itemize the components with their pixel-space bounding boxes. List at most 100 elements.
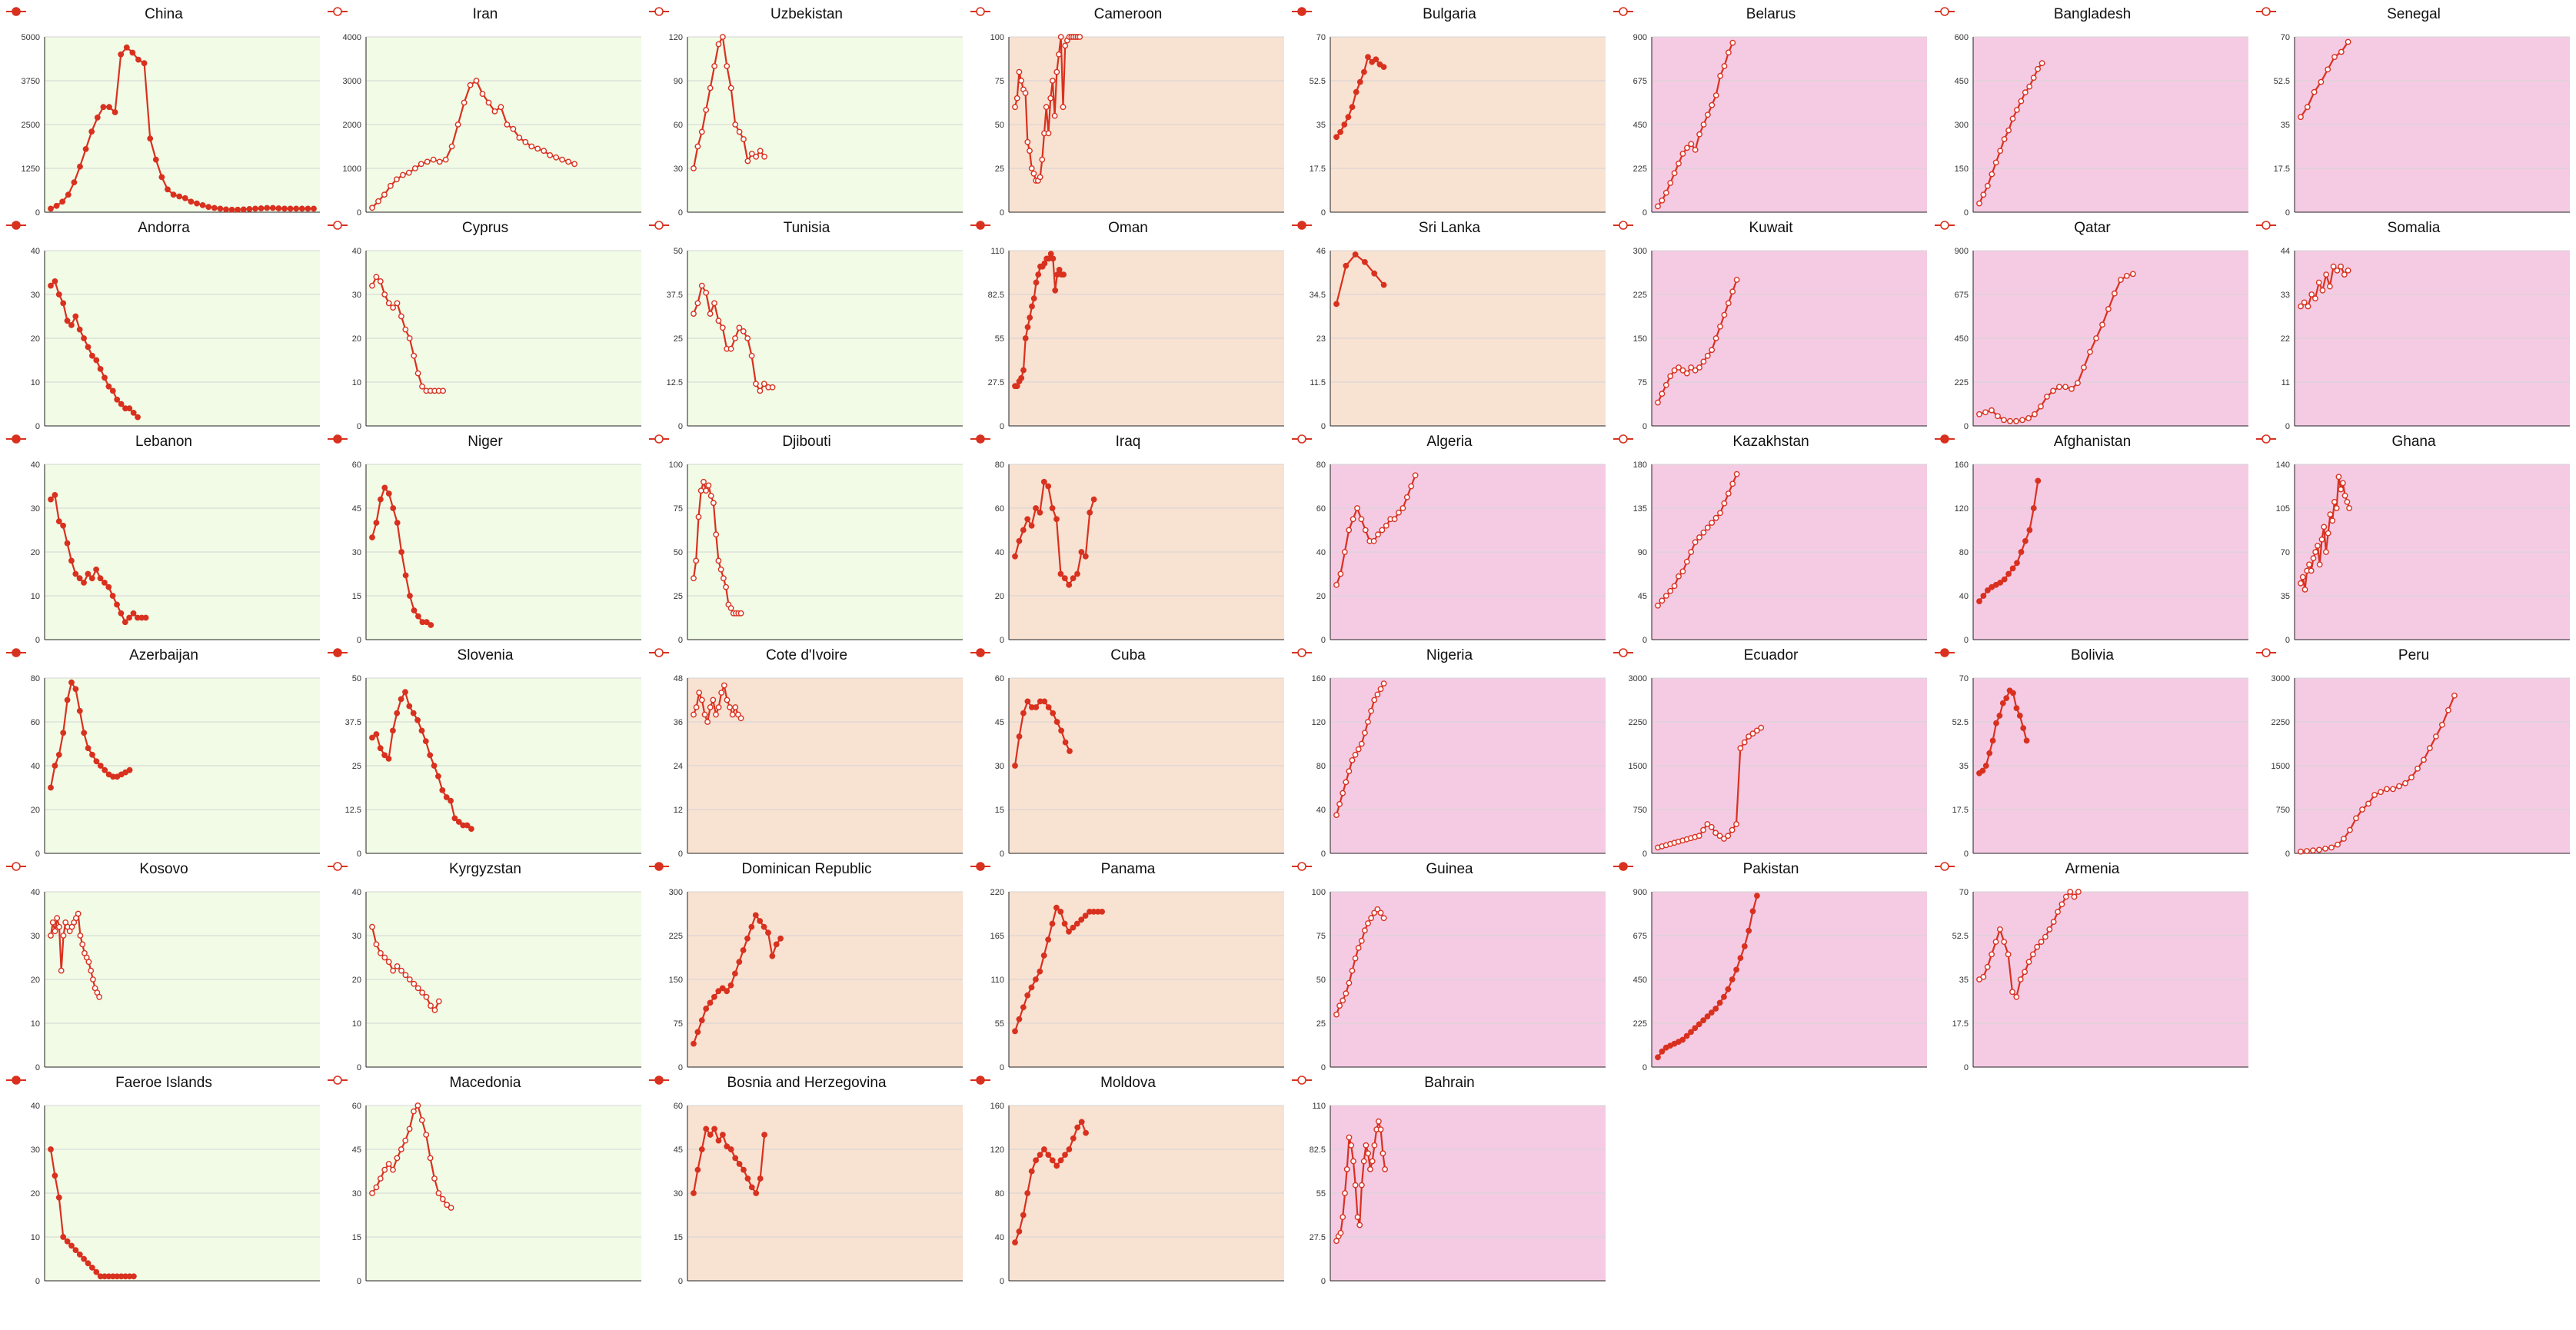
data-point	[1066, 1146, 1073, 1152]
data-point	[1377, 909, 1384, 916]
data-point	[1346, 1134, 1353, 1141]
y-tick-label: 15	[352, 592, 361, 601]
y-tick-label: 36	[674, 718, 683, 727]
chart-title-text: Qatar	[2074, 220, 2111, 236]
data-point	[423, 619, 430, 626]
data-point	[55, 291, 62, 298]
data-point	[1362, 730, 1368, 736]
data-point	[757, 387, 764, 394]
data-point	[1720, 836, 1727, 842]
data-point	[424, 158, 431, 165]
legend-marker-icon	[970, 862, 990, 871]
data-point	[2318, 78, 2325, 85]
data-point	[2371, 792, 2378, 798]
chart-title: Tunisia	[649, 220, 964, 241]
data-point	[2310, 847, 2316, 854]
chart-title: Peru	[2256, 647, 2571, 669]
chart-panel-guinea: Guinea 0 25 50 75 100	[1292, 860, 1607, 1072]
data-point	[1018, 78, 1024, 84]
data-point	[719, 985, 726, 992]
y-tick-label: 0	[357, 636, 361, 645]
y-tick-label: 140	[2276, 461, 2290, 470]
data-point	[448, 143, 455, 150]
chart-svg: 0 10 20 30 40	[31, 247, 320, 431]
y-tick-label: 1500	[1629, 762, 1647, 771]
y-tick-label: 40	[1316, 548, 1326, 557]
data-point	[1045, 936, 1052, 943]
data-point	[419, 383, 425, 390]
y-tick-label: 70	[2281, 33, 2290, 42]
data-point	[698, 128, 705, 135]
data-point	[2025, 959, 2032, 966]
data-point	[2022, 537, 2029, 544]
data-point	[1371, 697, 1378, 703]
data-point	[1717, 72, 1724, 79]
data-point	[1655, 399, 1661, 406]
chart-title-text: Azerbaijan	[129, 647, 198, 663]
data-point	[2001, 939, 2008, 946]
data-point	[2328, 844, 2335, 851]
chart-svg: 0 750 1500 2250 3000	[1629, 674, 1927, 859]
y-tick-label: 0	[2285, 208, 2290, 218]
data-point	[1333, 1238, 1340, 1245]
data-point	[228, 206, 235, 213]
chart-panel-macedonia: Macedonia 0 15 30 45 60	[328, 1073, 643, 1286]
chart-title: Cameroon	[970, 6, 1286, 28]
data-point	[1725, 833, 1732, 840]
chart-title-text: Faeroe Islands	[115, 1075, 212, 1091]
data-point	[1027, 148, 1033, 155]
data-point	[96, 993, 103, 1000]
data-point	[2058, 901, 2065, 908]
data-point	[1050, 710, 1057, 717]
data-point	[385, 959, 392, 966]
data-point	[1346, 527, 1353, 534]
data-point	[711, 500, 717, 507]
chart-svg: 0 20 40 60 80	[995, 461, 1284, 645]
y-tick-label: 0	[1964, 422, 1969, 431]
chart-svg: 0 25 50 75 100	[669, 461, 963, 645]
data-point	[194, 200, 200, 207]
y-tick-label: 80	[1316, 762, 1326, 771]
data-point	[1720, 993, 1727, 1000]
chart-title-text: Ghana	[2391, 434, 2436, 450]
data-point	[53, 202, 60, 209]
legend-marker-icon	[2256, 434, 2276, 444]
y-tick-label: 120	[990, 1145, 1004, 1155]
y-tick-label: 15	[995, 806, 1004, 815]
data-point	[422, 738, 429, 745]
data-point	[423, 993, 430, 1000]
data-point	[1083, 1129, 1090, 1136]
data-point	[1336, 800, 1343, 807]
data-point	[1043, 104, 1050, 111]
chart-title-text: Uzbekistan	[770, 6, 843, 22]
data-point	[1980, 973, 1987, 980]
data-point	[1090, 496, 1097, 503]
chart-svg: 0 12 24 36 48	[674, 674, 963, 859]
legend-marker-icon	[2256, 7, 2276, 16]
data-point	[2432, 733, 2439, 740]
data-point	[2341, 492, 2348, 499]
data-point	[1070, 924, 1077, 931]
y-tick-label: 0	[357, 422, 361, 431]
legend-marker-icon	[970, 7, 990, 16]
data-point	[170, 191, 177, 198]
y-tick-label: 600	[1955, 33, 1969, 42]
y-tick-label: 900	[1955, 247, 1969, 256]
data-point	[757, 918, 764, 924]
y-tick-label: 110	[1312, 1102, 1326, 1111]
data-point	[1012, 104, 1018, 111]
y-tick-label: 0	[357, 1063, 361, 1072]
data-point	[748, 352, 755, 359]
data-point	[701, 711, 708, 718]
data-point	[402, 972, 409, 979]
chart-svg: 0 27.5 55 82.5 110	[988, 247, 1284, 431]
data-point	[2331, 54, 2338, 61]
data-point	[1696, 1021, 1702, 1028]
chart-svg: 0 45 90 135 180	[1633, 461, 1927, 645]
data-point	[1696, 364, 1702, 371]
data-point	[748, 1184, 755, 1191]
data-point	[2384, 786, 2390, 793]
data-point	[1986, 750, 1993, 756]
data-point	[1679, 367, 1686, 374]
data-point	[694, 300, 701, 307]
